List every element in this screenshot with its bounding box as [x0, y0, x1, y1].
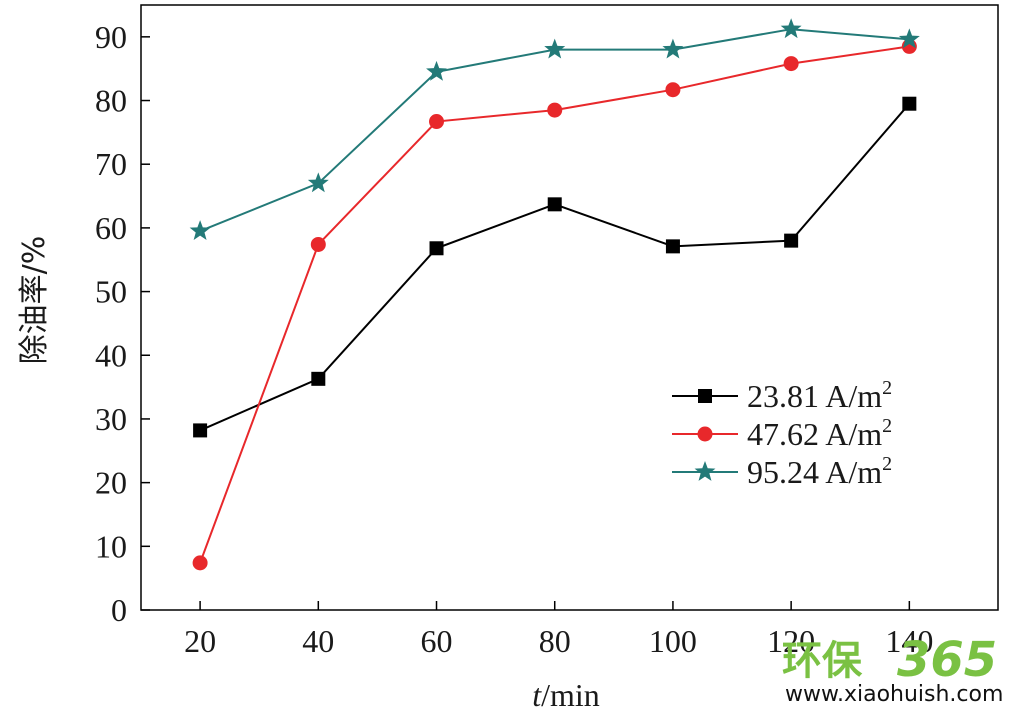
- legend-item: 47.62 A/m2: [672, 415, 892, 452]
- y-tick-label: 10: [95, 528, 127, 564]
- y-tick-label: 40: [95, 337, 127, 373]
- watermark-brand: 环保: [782, 638, 863, 684]
- legend-marker: [698, 389, 712, 403]
- x-axis-label-variable: t: [532, 677, 542, 713]
- data-point: [783, 56, 799, 72]
- data-point: [662, 38, 684, 59]
- data-point: [547, 197, 562, 212]
- data-point: [784, 233, 799, 248]
- legend-label-text: 95.24 A/m: [747, 454, 882, 490]
- data-point: [780, 18, 802, 39]
- data-point: [193, 423, 208, 438]
- legend-item: 23.81 A/m2: [672, 377, 892, 414]
- legend-item: 95.24 A/m2: [672, 453, 892, 490]
- y-axis-label: 除油率/%: [17, 236, 52, 365]
- data-point: [665, 239, 680, 254]
- legend-label-superscript: 2: [882, 377, 892, 399]
- legend-label: 95.24 A/m2: [747, 453, 892, 490]
- x-tick-label: 40: [302, 623, 334, 659]
- legend-label-text: 23.81 A/m: [747, 378, 882, 414]
- data-point: [547, 102, 563, 118]
- data-point: [192, 555, 208, 571]
- watermark: 环保 365 www.xiaohuish.com: [782, 632, 1003, 707]
- legend-marker: [694, 461, 716, 481]
- data-point: [426, 60, 447, 81]
- data-point: [429, 241, 444, 256]
- x-tick-label: 20: [184, 623, 216, 659]
- series-2: [192, 38, 917, 571]
- series-layer: [189, 18, 920, 571]
- legend-label: 23.81 A/m2: [747, 377, 892, 414]
- x-tick-label: 120: [767, 623, 815, 659]
- x-tick-label: 140: [885, 623, 933, 659]
- data-point: [307, 172, 329, 193]
- x-axis-label-unit: /min: [541, 677, 600, 713]
- y-tick-label: 90: [95, 19, 127, 55]
- series-1: [193, 96, 917, 438]
- data-point: [189, 220, 211, 240]
- x-tick-label: 100: [649, 623, 697, 659]
- y-axis: 0 10 20 30 40 50 60 70 80 90: [95, 19, 150, 628]
- y-tick-label: 60: [95, 210, 127, 246]
- y-tick-label: 0: [111, 592, 127, 628]
- data-point: [665, 82, 681, 98]
- legend-marker: [697, 426, 713, 442]
- data-point: [310, 236, 326, 252]
- legend-label-superscript: 2: [882, 415, 892, 437]
- y-tick-label: 20: [95, 465, 127, 501]
- legend-label-superscript: 2: [882, 453, 892, 475]
- x-tick-label: 60: [421, 623, 453, 659]
- legend-label: 47.62 A/m2: [747, 415, 892, 452]
- y-tick-label: 70: [95, 146, 127, 182]
- x-axis-label: t/min: [532, 677, 600, 713]
- legend-label-text: 47.62 A/m: [747, 416, 882, 452]
- y-tick-label: 50: [95, 274, 127, 310]
- y-tick-label: 30: [95, 401, 127, 437]
- data-point: [544, 38, 566, 59]
- data-point: [311, 371, 326, 386]
- plot-frame: [140, 4, 999, 611]
- data-point: [898, 28, 920, 49]
- watermark-url: www.xiaohuish.com: [785, 682, 1003, 707]
- x-tick-label: 80: [539, 623, 571, 659]
- data-point: [902, 96, 917, 111]
- series-3: [189, 18, 920, 240]
- watermark-number: 365: [897, 632, 997, 688]
- x-axis: 20 40 60 80 100 120 140: [184, 601, 933, 659]
- y-tick-label: 80: [95, 83, 127, 119]
- data-point: [429, 114, 445, 130]
